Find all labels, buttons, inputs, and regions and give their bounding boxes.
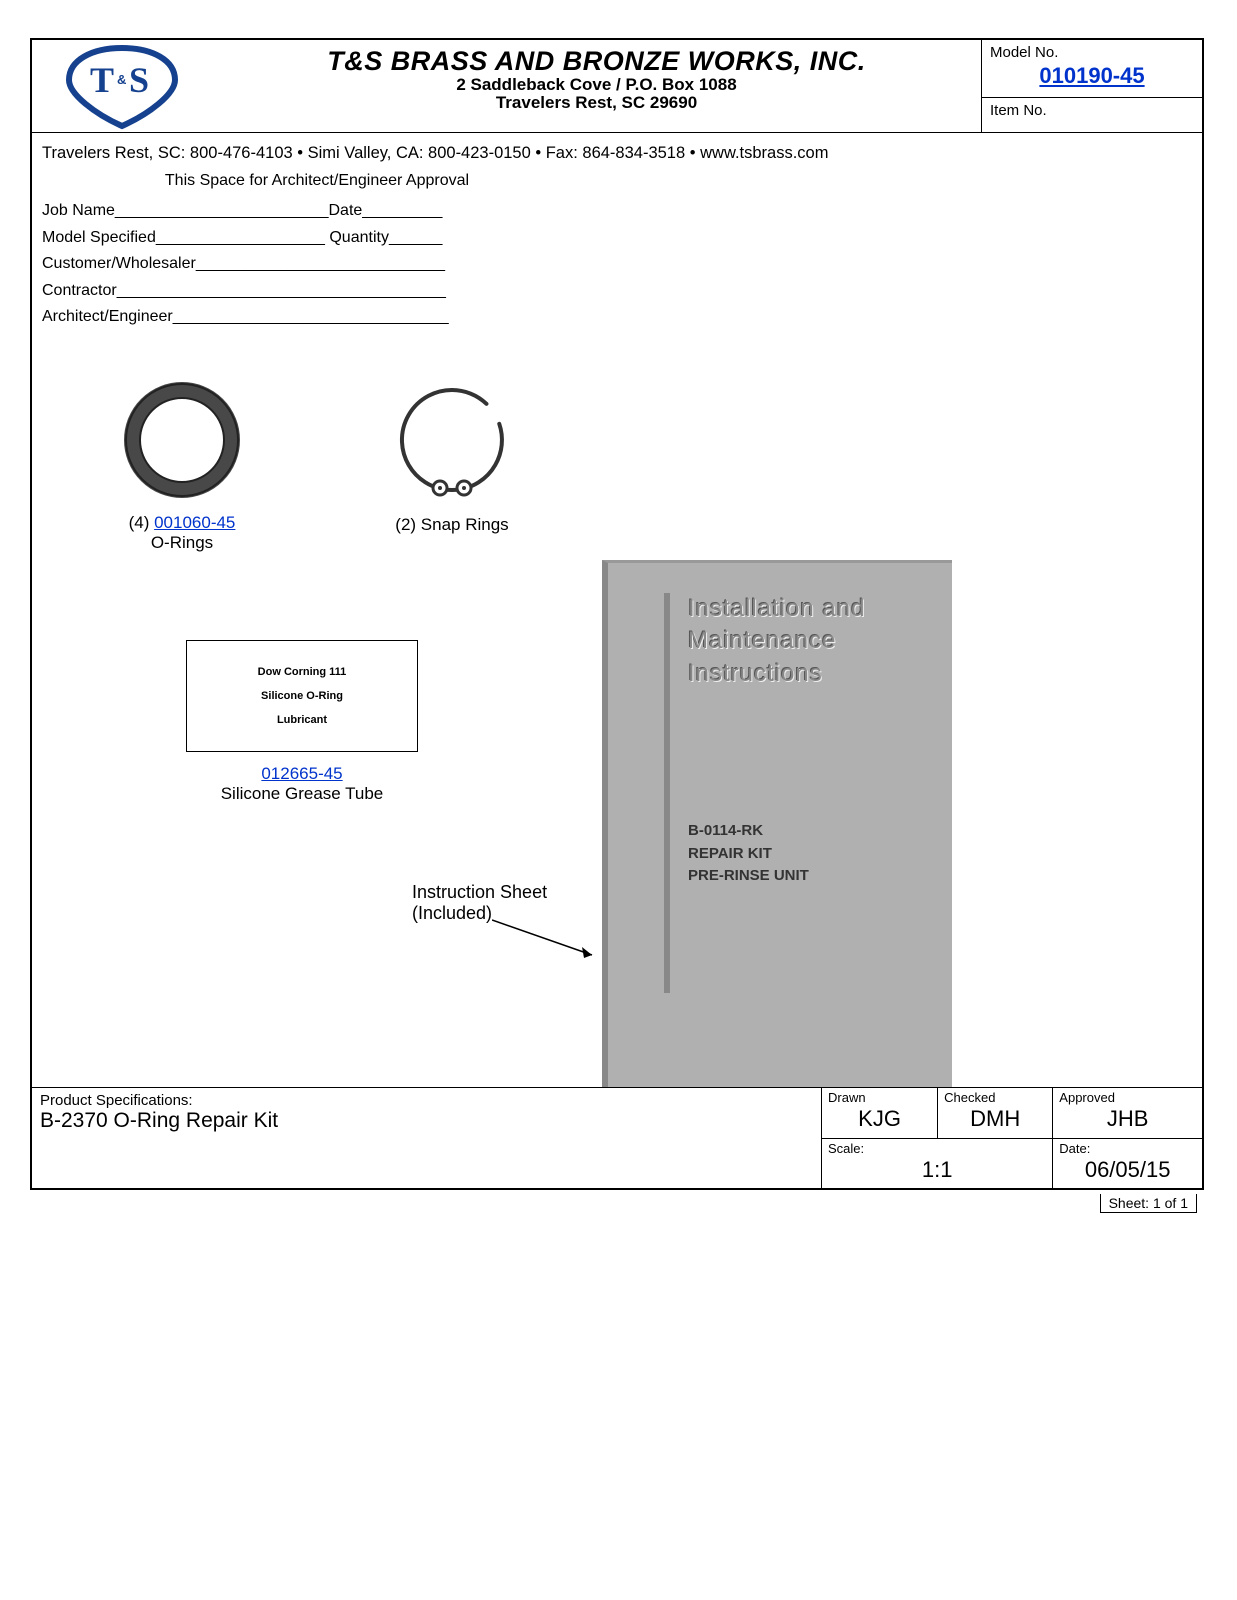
approved-label: Approved — [1059, 1090, 1115, 1105]
contact-info: Travelers Rest, SC: 800-476-4103 • Simi … — [42, 144, 828, 163]
lubricant-caption: 012665-45 Silicone Grease Tube — [152, 764, 452, 804]
lube-part-link[interactable]: 012665-45 — [261, 764, 342, 783]
drawn-value: KJG — [828, 1106, 931, 1132]
header-row: T & S T&S BRASS AND BRONZE WORKS, INC. 2… — [32, 40, 1202, 133]
svg-text:&: & — [117, 72, 126, 87]
scale-value: 1:1 — [828, 1157, 1046, 1183]
instr-title-3: Instructions — [688, 658, 932, 690]
footer-grid: Drawn KJG Checked DMH Approved JHB Scale… — [821, 1088, 1202, 1188]
oring-icon — [122, 380, 242, 500]
outer-frame: T & S T&S BRASS AND BRONZE WORKS, INC. 2… — [30, 38, 1204, 1190]
snapring-figure: (2) Snap Rings — [362, 380, 542, 535]
snapring-icon — [392, 380, 512, 500]
scale-cell: Scale: 1:1 — [822, 1138, 1052, 1188]
date-cell: Date: 06/05/15 — [1052, 1138, 1202, 1188]
spec-sheet-page: T & S T&S BRASS AND BRONZE WORKS, INC. 2… — [0, 0, 1237, 1600]
title-cell: T&S BRASS AND BRONZE WORKS, INC. 2 Saddl… — [212, 40, 981, 132]
instr-title-2: Maintenance — [688, 625, 932, 657]
instruction-sheet: Installation and Maintenance Instruction… — [602, 560, 952, 1088]
lube-line-2: Silicone O-Ring — [187, 690, 417, 702]
approval-heading: This Space for Architect/Engineer Approv… — [72, 168, 562, 194]
model-no-box: Model No. 010190-45 — [982, 40, 1202, 98]
oring-part-link[interactable]: 001060-45 — [154, 513, 235, 532]
checked-value: DMH — [944, 1106, 1046, 1132]
approval-line-jobname: Job Name________________________Date____… — [42, 198, 562, 224]
instr-label-2: (Included) — [412, 903, 492, 923]
oring-qty: (4) — [129, 513, 155, 532]
instr-title-1: Installation and — [688, 593, 932, 625]
model-no-value[interactable]: 010190-45 — [990, 63, 1194, 89]
date-value: 06/05/15 — [1059, 1157, 1196, 1183]
instr-body-1: B-0114-RK — [688, 820, 932, 843]
model-no-label: Model No. — [990, 44, 1194, 61]
lubricant-figure: Dow Corning 111 Silicone O-Ring Lubrican… — [152, 640, 452, 804]
logo-cell: T & S — [32, 40, 212, 132]
footer: Product Specifications: B-2370 O-Ring Re… — [32, 1087, 1202, 1188]
body-area: (4) 001060-45 O-Rings (2) Snap Rings Dow… — [32, 340, 1202, 1088]
spec-label: Product Specifications: — [40, 1092, 813, 1109]
approval-line-architect: Architect/Engineer______________________… — [42, 304, 562, 330]
snapring-caption: (2) Snap Rings — [362, 515, 542, 535]
approval-line-model: Model Specified___________________ Quant… — [42, 225, 562, 251]
svg-text:S: S — [129, 60, 149, 100]
instr-sheet-bar — [664, 593, 670, 993]
spec-value: B-2370 O-Ring Repair Kit — [40, 1109, 813, 1133]
approval-line-contractor: Contractor______________________________… — [42, 278, 562, 304]
address-line-1: 2 Saddleback Cove / P.O. Box 1088 — [212, 75, 981, 95]
checked-label: Checked — [944, 1090, 995, 1105]
lube-line-1: Dow Corning 111 — [187, 666, 417, 678]
approved-value: JHB — [1059, 1106, 1196, 1132]
oring-figure: (4) 001060-45 O-Rings — [92, 380, 272, 553]
lubricant-box: Dow Corning 111 Silicone O-Ring Lubrican… — [186, 640, 418, 752]
instr-body-2: REPAIR KIT — [688, 843, 932, 866]
lube-line-3: Lubricant — [187, 714, 417, 726]
scale-label: Scale: — [828, 1141, 864, 1156]
model-item-cell: Model No. 010190-45 Item No. — [981, 40, 1202, 132]
address-line-2: Travelers Rest, SC 29690 — [212, 93, 981, 113]
item-no-label: Item No. — [982, 98, 1202, 132]
drawn-cell: Drawn KJG — [822, 1088, 937, 1138]
lube-label: Silicone Grease Tube — [221, 784, 384, 803]
instr-body-3: PRE-RINSE UNIT — [688, 865, 932, 888]
instr-label-1: Instruction Sheet — [412, 882, 547, 902]
approval-box: This Space for Architect/Engineer Approv… — [42, 168, 562, 330]
arrow-icon — [492, 910, 612, 970]
ts-logo: T & S — [47, 42, 197, 130]
date-label: Date: — [1059, 1141, 1090, 1156]
drawn-label: Drawn — [828, 1090, 866, 1105]
oring-label: O-Rings — [151, 533, 213, 552]
instr-body: B-0114-RK REPAIR KIT PRE-RINSE UNIT — [688, 820, 932, 888]
checked-cell: Checked DMH — [937, 1088, 1052, 1138]
footer-spec: Product Specifications: B-2370 O-Ring Re… — [32, 1088, 821, 1188]
svg-text:T: T — [90, 60, 114, 100]
instr-title: Installation and Maintenance Instruction… — [688, 593, 932, 690]
approval-line-customer: Customer/Wholesaler_____________________… — [42, 251, 562, 277]
sheet-number: Sheet: 1 of 1 — [1100, 1194, 1197, 1213]
approved-cell: Approved JHB — [1052, 1088, 1202, 1138]
company-name: T&S BRASS AND BRONZE WORKS, INC. — [212, 46, 981, 77]
oring-caption: (4) 001060-45 O-Rings — [92, 513, 272, 553]
